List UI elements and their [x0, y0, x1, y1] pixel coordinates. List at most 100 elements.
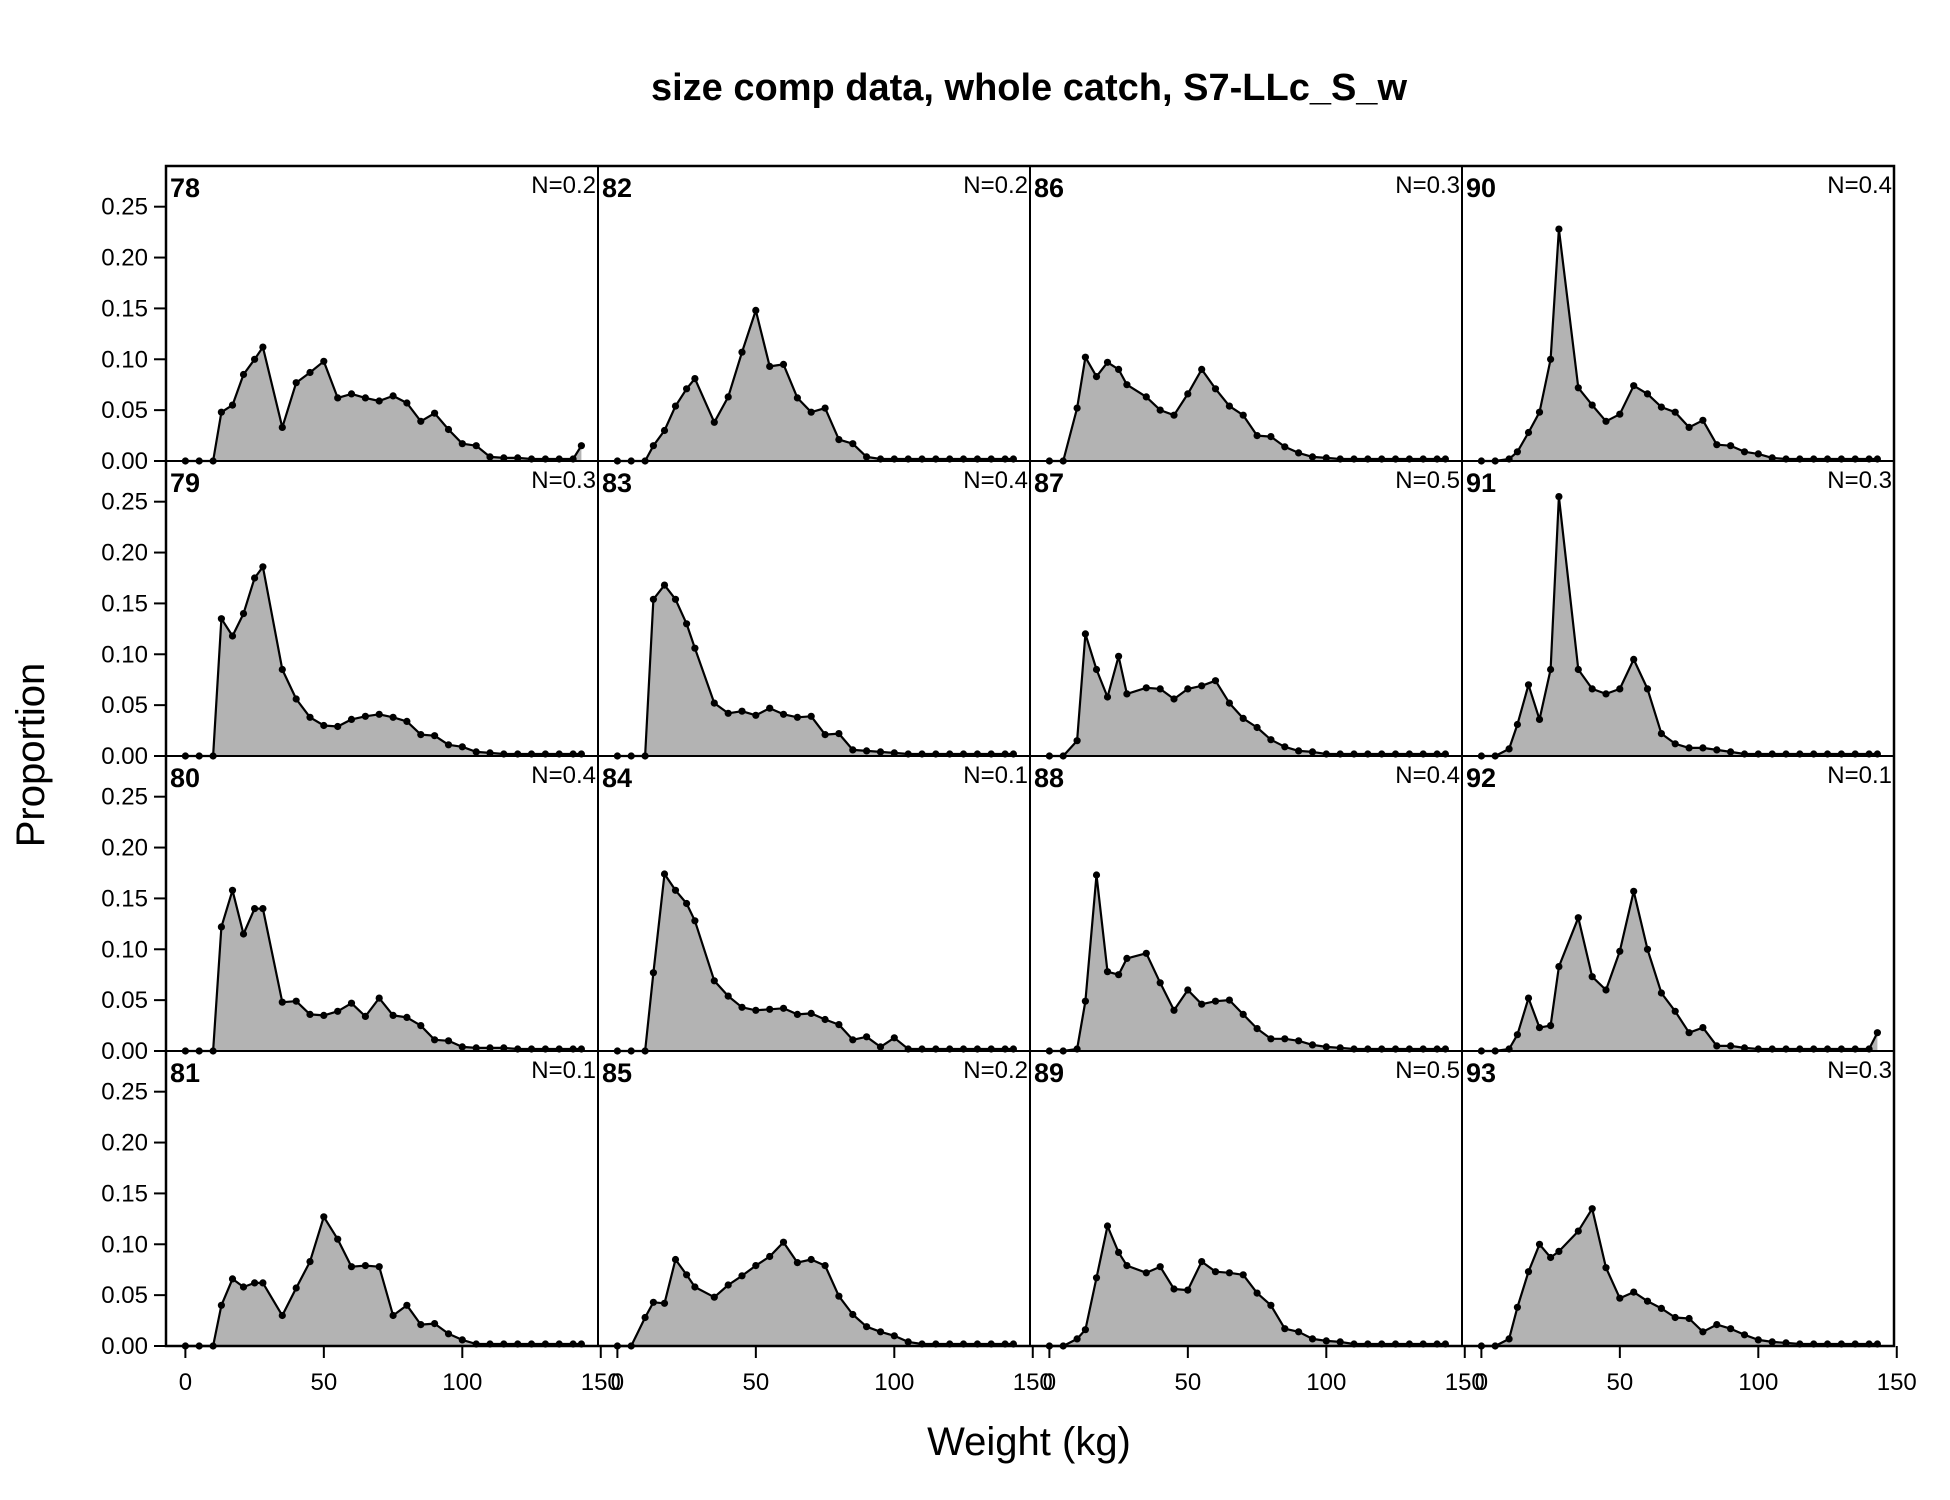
data-point: [1239, 1010, 1247, 1019]
data-point: [1630, 655, 1638, 664]
data-point: [1524, 1268, 1533, 1276]
data-point: [1616, 685, 1624, 693]
panel-87: 87 N=0.5: [1034, 467, 1460, 760]
panel-label: 84: [602, 763, 632, 793]
data-point: [660, 581, 669, 589]
data-point: [417, 417, 425, 425]
data-point: [1782, 1339, 1790, 1347]
data-point: [738, 1272, 746, 1280]
data-point: [1657, 730, 1665, 738]
data-point: [1555, 963, 1563, 971]
data-point: [660, 870, 669, 878]
data-point: [649, 969, 658, 977]
panel-n-label: N=0.3: [1827, 467, 1892, 494]
data-point: [1588, 401, 1596, 409]
data-point: [1123, 381, 1131, 389]
data-point: [1281, 1325, 1289, 1333]
data-point: [1699, 744, 1707, 752]
data-point: [863, 747, 871, 755]
data-point: [500, 1044, 508, 1052]
y-tick-label: 0.15: [101, 295, 148, 322]
y-tick-label: 0.25: [101, 1079, 148, 1106]
data-point: [1184, 986, 1192, 994]
x-axis-title: Weight (kg): [927, 1420, 1131, 1464]
panel-area-fill: [617, 585, 1014, 756]
data-point: [1768, 454, 1776, 462]
data-point: [1524, 681, 1533, 689]
data-point: [444, 425, 453, 434]
data-point: [228, 1275, 237, 1283]
data-point: [1253, 1289, 1261, 1297]
panel-82: 82 N=0.2: [602, 172, 1028, 465]
data-point: [444, 1330, 453, 1338]
data-point: [514, 454, 522, 462]
data-point: [1547, 1253, 1555, 1262]
panel-area-fill: [617, 310, 1014, 461]
data-point: [347, 715, 356, 724]
data-point: [1727, 1042, 1735, 1050]
data-point: [1170, 695, 1178, 703]
data-point: [1685, 423, 1693, 431]
data-point: [738, 707, 746, 715]
data-point: [1616, 410, 1624, 418]
data-point: [239, 610, 248, 618]
data-point: [1142, 1269, 1150, 1277]
data-point: [1630, 382, 1638, 390]
data-point: [1081, 630, 1089, 638]
data-point: [1588, 973, 1596, 981]
data-point: [766, 362, 774, 370]
x-tick-label: 0: [611, 1369, 624, 1396]
data-point: [1295, 747, 1303, 755]
data-point: [876, 1043, 885, 1051]
data-point: [1211, 997, 1220, 1005]
data-point: [752, 1262, 760, 1270]
data-point: [671, 886, 680, 894]
data-point: [389, 392, 397, 400]
panel-label: 86: [1034, 173, 1064, 203]
data-point: [1184, 685, 1192, 693]
panel-91: 91 N=0.3: [1466, 467, 1892, 760]
data-point: [863, 1033, 871, 1041]
data-point: [217, 408, 225, 416]
data-point: [239, 370, 248, 379]
data-point: [403, 399, 411, 407]
data-point: [779, 710, 788, 718]
data-point: [1092, 871, 1101, 879]
panel-label: 93: [1466, 1058, 1496, 1088]
data-point: [217, 1301, 225, 1309]
y-tick-label: 0.05: [101, 397, 148, 424]
panel-n-label: N=0.4: [1395, 762, 1460, 789]
data-point: [1602, 986, 1610, 994]
y-tick-label: 0.10: [101, 346, 148, 373]
data-point: [1602, 417, 1610, 425]
data-point: [334, 1235, 342, 1243]
data-point: [306, 368, 314, 377]
data-point: [1225, 699, 1233, 707]
panel-n-label: N=0.3: [1395, 172, 1460, 199]
data-point: [444, 741, 453, 749]
data-point: [1727, 1325, 1735, 1333]
data-point: [724, 393, 732, 401]
data-point: [417, 1321, 425, 1329]
data-point: [1239, 714, 1247, 723]
data-point: [1092, 373, 1101, 381]
y-tick-label: 0.15: [101, 590, 148, 617]
data-point: [431, 1036, 439, 1044]
data-point: [710, 699, 718, 707]
data-point: [1115, 652, 1123, 660]
data-point: [1713, 441, 1721, 449]
panel-n-label: N=0.4: [963, 467, 1028, 494]
panel-area-fill: [185, 890, 582, 1051]
data-point: [724, 1281, 732, 1289]
panel-n-label: N=0.1: [1827, 762, 1892, 789]
data-point: [1740, 1331, 1749, 1339]
data-point: [641, 1313, 649, 1322]
panel-n-label: N=0.3: [531, 467, 596, 494]
panel-label: 80: [170, 763, 200, 793]
data-point: [1142, 393, 1150, 401]
data-point: [1253, 432, 1261, 440]
data-point: [1115, 1248, 1123, 1256]
data-point: [779, 1238, 788, 1246]
data-point: [375, 397, 383, 405]
data-point: [1555, 493, 1563, 501]
